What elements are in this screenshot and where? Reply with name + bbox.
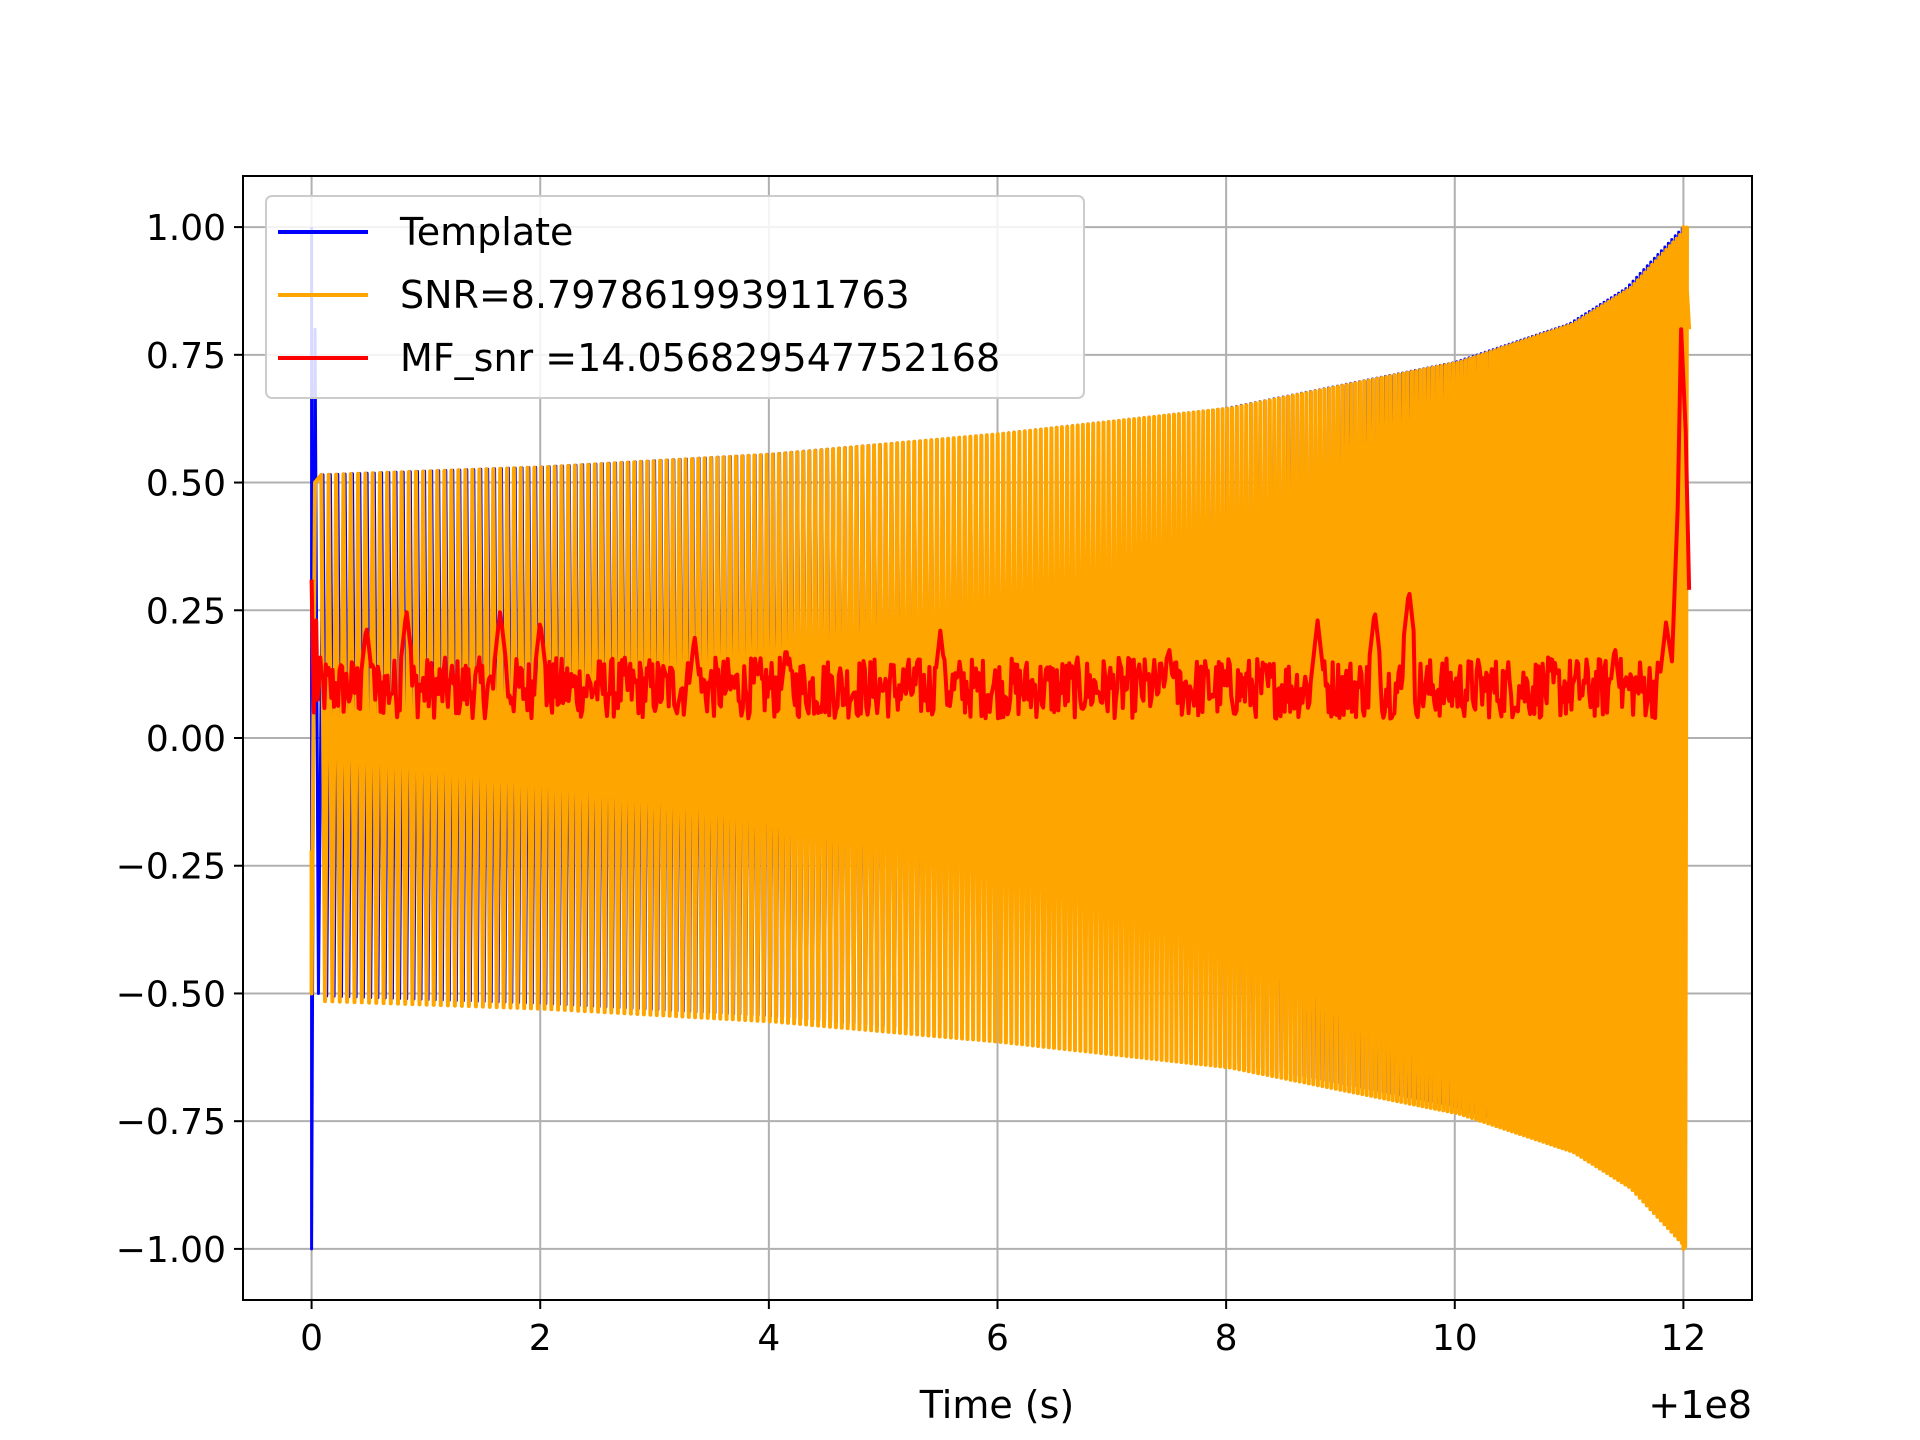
- plot-series: [309, 225, 1692, 1251]
- x-axis-offset-text: +1e8: [1648, 1383, 1752, 1427]
- snr-line: [309, 225, 1692, 1251]
- legend-entry-label: Template: [399, 210, 573, 254]
- y-tick-label: 0.25: [146, 591, 226, 632]
- legend-entry-label: MF_snr =14.056829547752168: [400, 336, 1000, 380]
- y-tick-label: 0.75: [146, 336, 226, 377]
- x-tick-label: 4: [757, 1318, 780, 1359]
- axis-ticks: 0 2 4 6 8 10 12 1.00 0.75 0.50 0.25 0.00 −0.25 −0.50 −…: [116, 208, 1707, 1359]
- series-snr: [309, 225, 1692, 1251]
- x-tick-label: 8: [1215, 1318, 1238, 1359]
- y-tick-label: 1.00: [146, 208, 226, 249]
- y-tick-label: −0.50: [116, 974, 226, 1015]
- y-tick-label: 0.00: [146, 719, 226, 760]
- x-tick-label: 10: [1432, 1318, 1478, 1359]
- x-tick-label: 2: [529, 1318, 552, 1359]
- x-axis-label: Time (s): [919, 1383, 1075, 1427]
- x-tick-label: 6: [986, 1318, 1009, 1359]
- legend: Template SNR=8.797861993911763 MF_snr =14.…: [265, 195, 1085, 399]
- legend-box: [265, 195, 1085, 399]
- series-mf-snr: [309, 327, 1692, 721]
- y-tick-label: 0.50: [146, 464, 226, 505]
- y-tick-label: −0.75: [116, 1102, 226, 1143]
- legend-entry-label: SNR=8.797861993911763: [400, 273, 910, 317]
- mf-snr-line: [309, 327, 1692, 721]
- y-tick-label: −0.25: [116, 847, 226, 888]
- x-tick-label: 12: [1661, 1318, 1707, 1359]
- y-tick-label: −1.00: [116, 1230, 226, 1271]
- x-tick-label: 0: [300, 1318, 323, 1359]
